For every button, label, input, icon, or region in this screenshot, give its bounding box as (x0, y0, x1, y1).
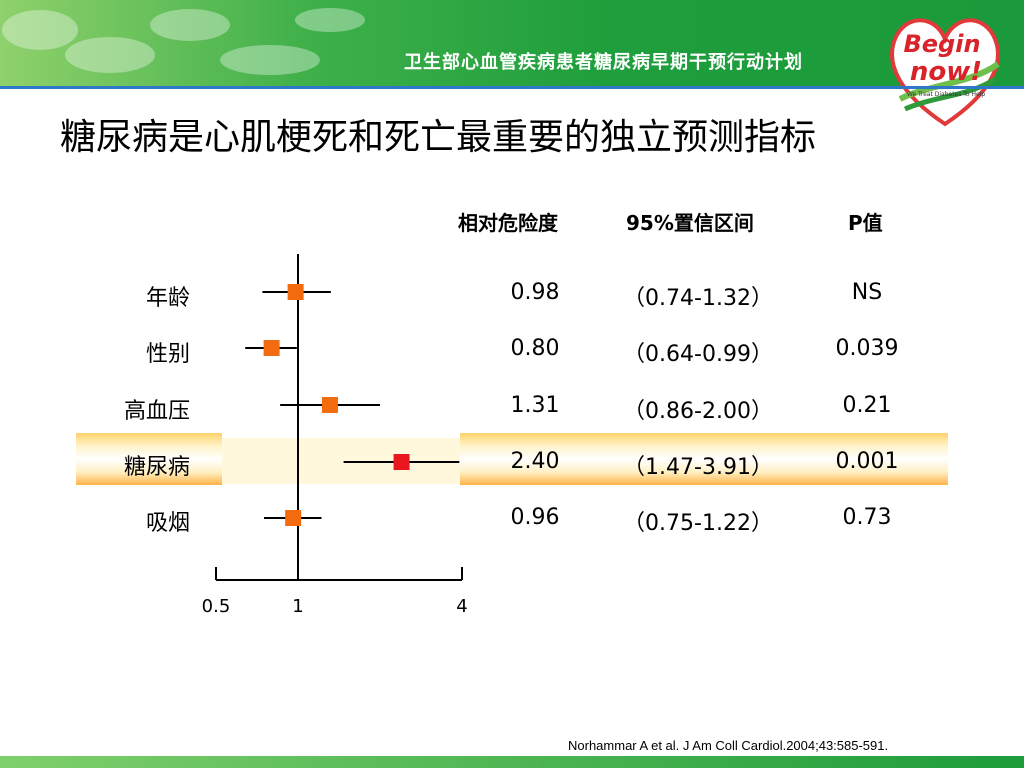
cell-ci: （0.74-1.32） (623, 286, 773, 311)
begin-now-logo-icon: Begin now! We Treat Diabetes To Help (890, 18, 1000, 127)
highlight-band-left (76, 433, 222, 485)
row-label: 年龄 (145, 286, 190, 311)
logo-text-top: Begin (903, 30, 980, 58)
citation: Norhammar A et al. J Am Coll Cardiol.200… (568, 738, 889, 753)
cell-rr: 1.31 (510, 393, 560, 418)
cell-ci: （0.75-1.22） (623, 511, 773, 536)
cell-p: 0.21 (842, 393, 892, 418)
logo-text-bottom: now! (910, 57, 982, 87)
cell-rr: 0.80 (510, 336, 560, 361)
banner-title: 卫生部心血管疾病患者糖尿病早期干预行动计划 (404, 52, 803, 73)
highlight-band-right (460, 433, 948, 485)
cell-ci: （1.47-3.91） (623, 455, 773, 480)
cell-ci: （0.64-0.99） (623, 342, 773, 367)
column-header-p: P值 (848, 211, 883, 235)
cell-ci: （0.86-2.00） (623, 399, 773, 424)
row-label: 糖尿病 (123, 455, 190, 480)
cell-p: 0.039 (835, 336, 899, 361)
hands-decoration-icon (2, 8, 365, 75)
point-marker (321, 397, 338, 413)
point-marker (393, 454, 410, 470)
footer-bar (0, 756, 1024, 768)
x-tick-label: 4 (456, 596, 467, 617)
column-header-ci: 95%置信区间 (626, 211, 754, 235)
cell-rr: 2.40 (510, 449, 560, 474)
cell-rr: 0.98 (510, 280, 560, 305)
row-label: 吸烟 (145, 511, 190, 536)
point-marker (263, 340, 280, 356)
header-divider (0, 86, 1024, 89)
x-tick-label: 0.5 (202, 596, 231, 617)
forest-plot: 0.5 1 4 (202, 254, 468, 617)
point-marker (287, 284, 304, 300)
cell-p: NS (851, 280, 883, 305)
row-label: 高血压 (123, 399, 190, 424)
column-header-rr: 相对危险度 (458, 211, 558, 235)
page-title: 糖尿病是心肌梗死和死亡最重要的独立预测指标 (60, 117, 817, 158)
x-tick-label: 1 (292, 596, 303, 617)
header-banner: 卫生部心血管疾病患者糖尿病早期干预行动计划 (0, 0, 1024, 86)
cell-p: 0.001 (835, 449, 899, 474)
cell-p: 0.73 (842, 505, 892, 530)
point-marker (285, 510, 302, 526)
cell-rr: 0.96 (510, 505, 560, 530)
logo-tagline: We Treat Diabetes To Help (907, 91, 986, 98)
row-label: 性别 (145, 342, 190, 367)
